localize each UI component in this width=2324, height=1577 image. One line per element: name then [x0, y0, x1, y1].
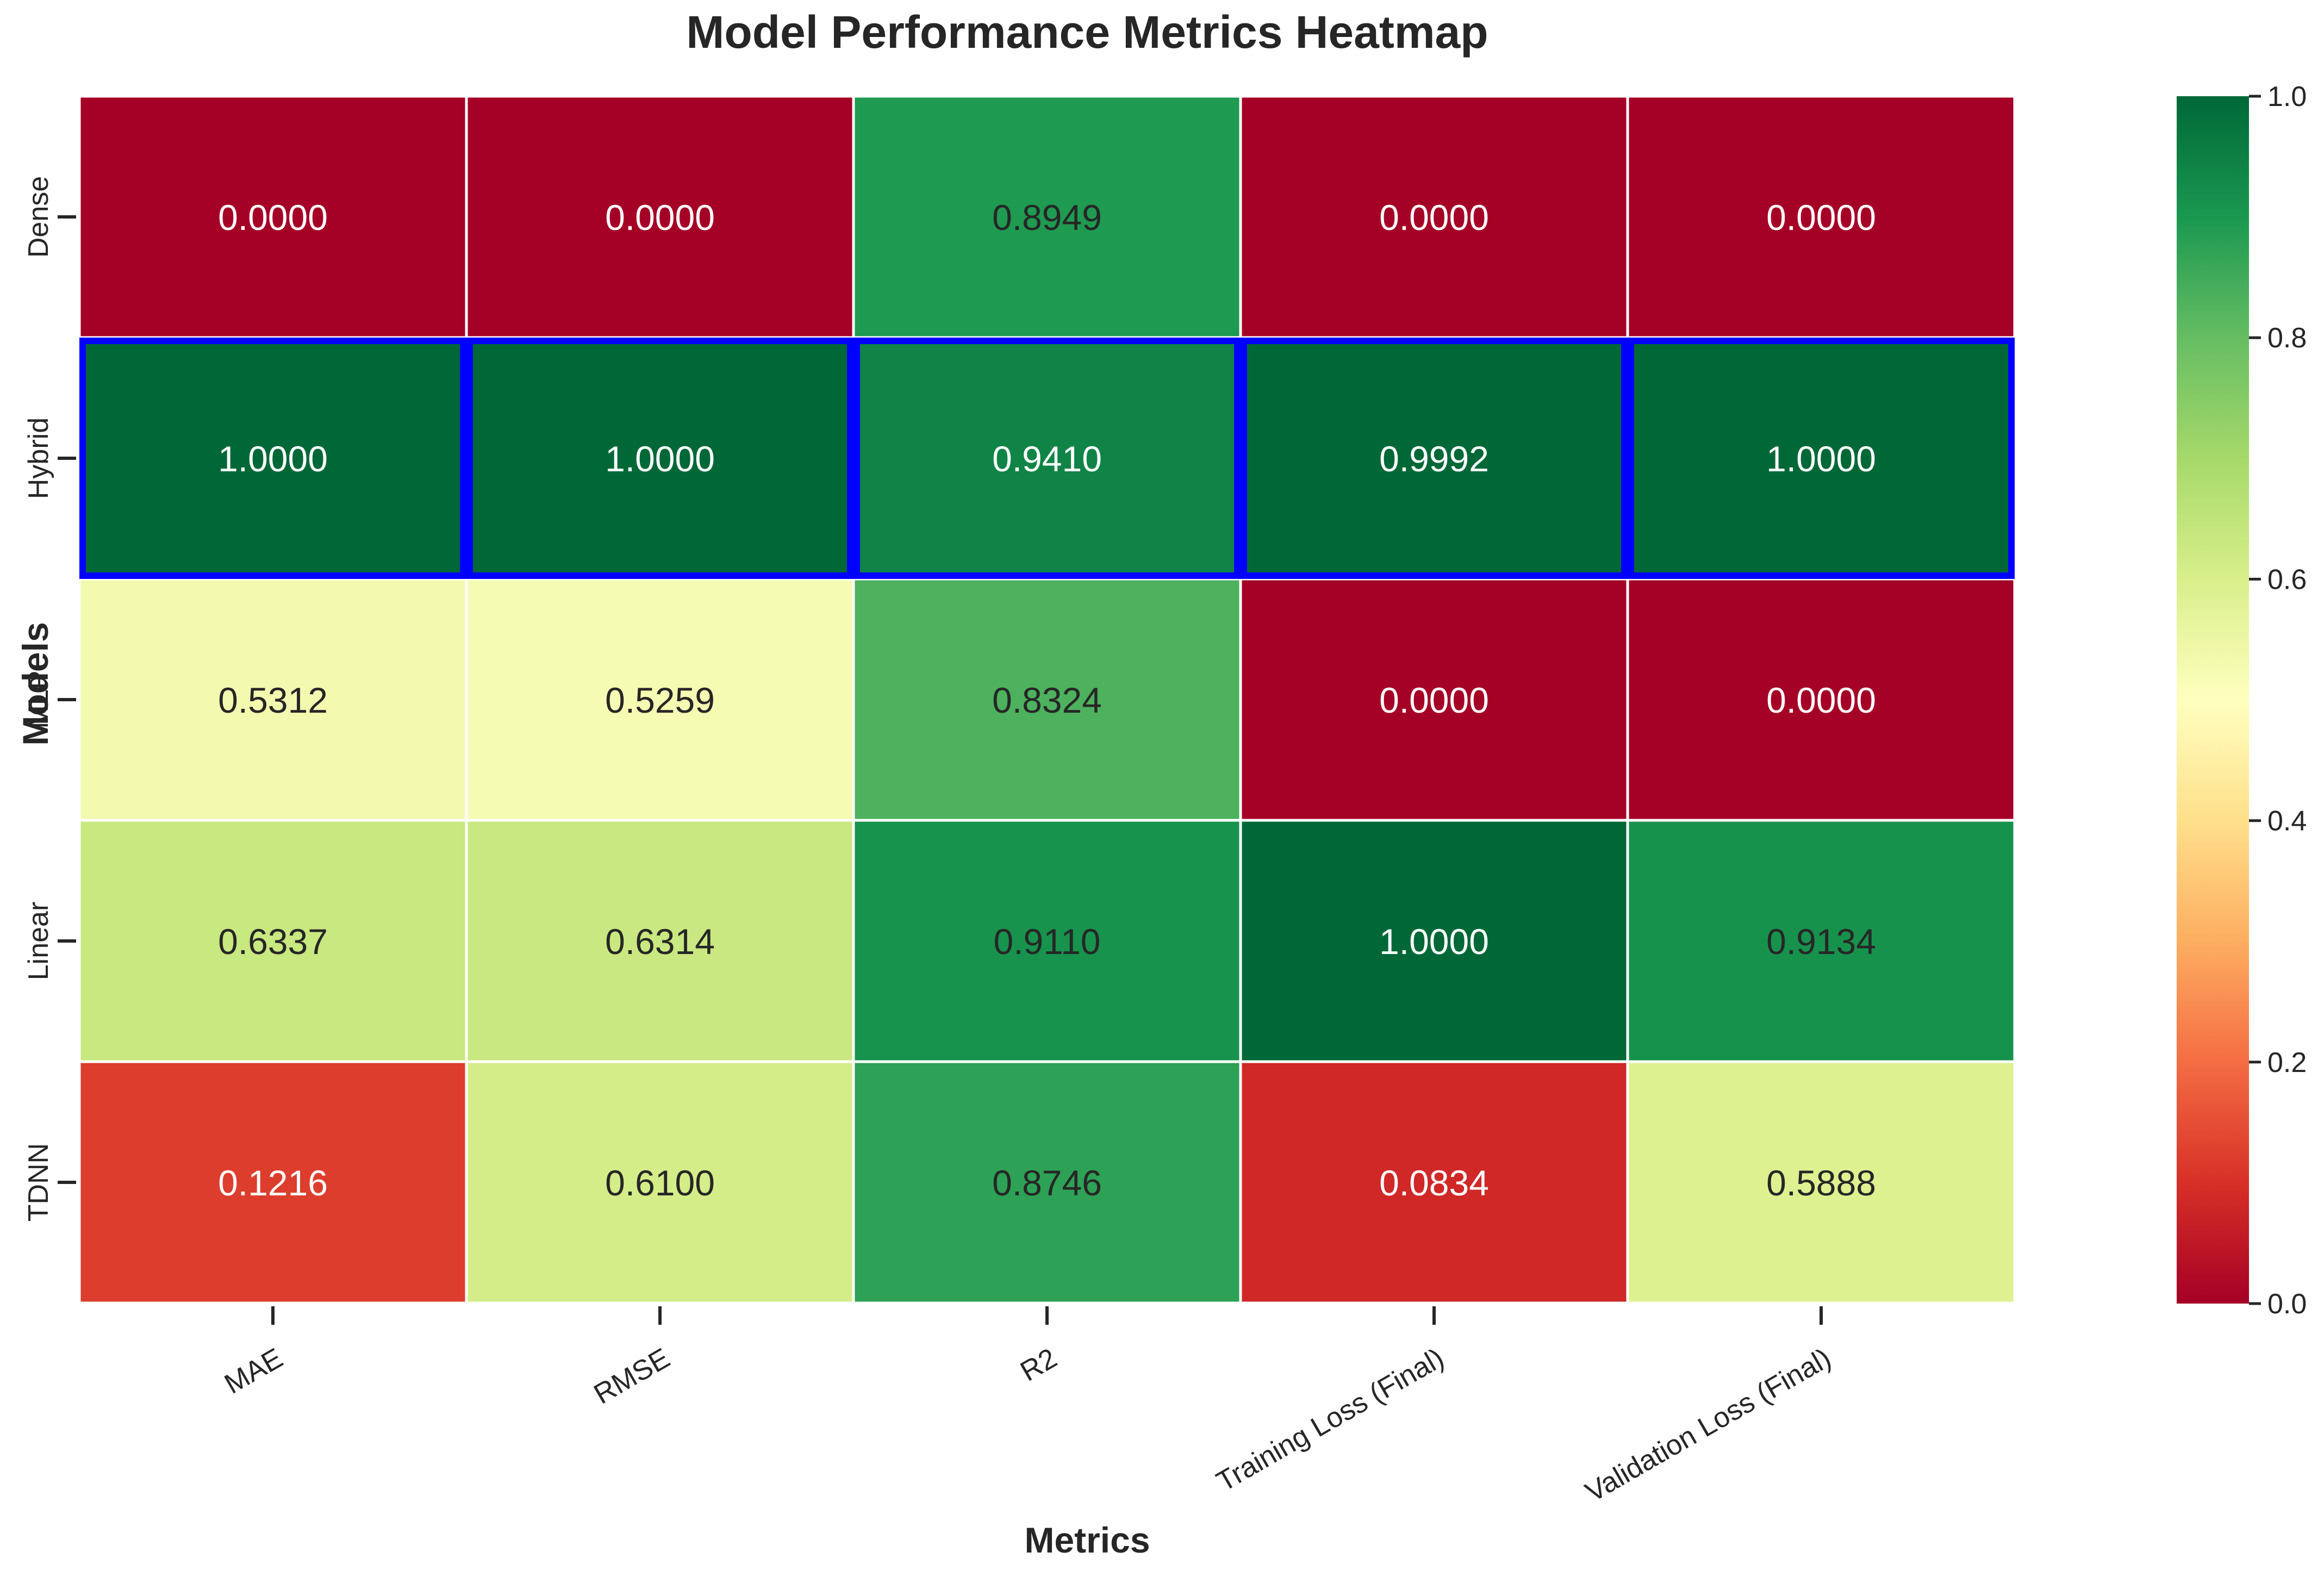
heatmap-cell [78, 819, 468, 1063]
x-axis-label: Metrics [1024, 1520, 1150, 1560]
cell-value-label: 0.5259 [605, 680, 715, 720]
heatmap-cells [78, 95, 2016, 1305]
x-tick-label: MAE [219, 1342, 288, 1400]
cell-value-label: 1.0000 [1379, 921, 1489, 962]
colorbar-tick-label: 0.0 [2267, 1288, 2307, 1320]
highlight-row-outline [79, 338, 2015, 579]
y-axis-label: Models [15, 622, 55, 745]
y-axis-ticks: Dense Hybrid MLP Linear TDNN [23, 176, 76, 1221]
cell-value-label: 0.1216 [218, 1163, 328, 1203]
chart-title: Model Performance Metrics Heatmap [686, 7, 1488, 58]
colorbar-tick-label: 0.4 [2267, 806, 2307, 837]
x-tick-label: RMSE [589, 1342, 675, 1410]
cell-value-label: 0.8324 [992, 680, 1102, 720]
cell-value-label: 0.0834 [1379, 1163, 1489, 1203]
heatmap-cell [465, 577, 855, 822]
cell-value-label: 0.0000 [1766, 680, 1876, 720]
highlight-cell-outline [853, 338, 1241, 579]
cell-value-label: 0.0000 [1379, 197, 1489, 238]
heatmap-cell [852, 577, 1242, 822]
highlight-cell-outline [79, 338, 466, 579]
colorbar-tick-label: 0.6 [2267, 564, 2307, 595]
cell-value-label: 0.6314 [605, 921, 715, 962]
cell-value-label: 0.6337 [218, 921, 328, 962]
cell-value-labels: 0.0000 0.0000 0.8949 0.0000 0.0000 1.0000 1.00… [218, 197, 1876, 1203]
cell-value-label: 0.0000 [1766, 197, 1876, 238]
cell-value-label: 0.9110 [994, 921, 1101, 962]
x-axis-ticks: MAE RMSE R2 Training Loss (Final) Validation… [219, 1306, 1836, 1509]
y-tick-label: Hybrid [23, 417, 54, 499]
heatmap-cell [1626, 1060, 2016, 1305]
cell-value-label: 0.0000 [605, 197, 715, 238]
x-tick-label: Training Loss (Final) [1211, 1342, 1449, 1498]
cell-value-label: 0.9992 [1379, 439, 1489, 479]
y-tick-label: Dense [23, 176, 54, 258]
heatmap-cell [852, 819, 1242, 1063]
cell-value-label: 1.0000 [1766, 439, 1876, 479]
heatmap-cell [465, 95, 855, 339]
heatmap-cell [78, 336, 468, 581]
heatmap-cell [852, 336, 1242, 581]
heatmap-cell [1626, 336, 2016, 581]
y-tick-label: Linear [23, 902, 54, 981]
heatmap-cell [78, 1060, 468, 1305]
heatmap-cell [1239, 819, 1629, 1063]
cell-value-label: 0.8949 [992, 197, 1102, 238]
cell-value-label: 0.5312 [218, 680, 328, 720]
cell-value-label: 0.0000 [1379, 680, 1489, 720]
cell-value-label: 0.8746 [992, 1163, 1102, 1203]
highlight-cell-outline [466, 338, 853, 579]
y-tick-label: MLP [23, 671, 54, 729]
x-tick-label: R2 [1015, 1342, 1062, 1387]
cell-value-label: 1.0000 [218, 439, 328, 479]
y-tick-label: TDNN [23, 1143, 54, 1221]
heatmap-cell [1626, 577, 2016, 822]
heatmap-cell [78, 95, 468, 339]
heatmap-cell [1626, 95, 2016, 339]
colorbar-tick-label: 0.8 [2267, 322, 2307, 354]
heatmap-cell [465, 819, 855, 1063]
cell-value-label: 0.9134 [1766, 921, 1876, 962]
heatmap-cell [1239, 95, 1629, 339]
colorbar: 0.0 0.2 0.4 0.6 0.8 1.0 [2177, 81, 2307, 1320]
heatmap-cell [852, 95, 1242, 339]
highlight-cell-outline [1628, 338, 2015, 579]
highlight-cell-outline [1241, 338, 1628, 579]
colorbar-tick-label: 0.2 [2267, 1047, 2307, 1079]
cell-value-label: 0.6100 [605, 1163, 715, 1203]
cell-value-label: 0.9410 [992, 439, 1102, 479]
colorbar-gradient [2177, 96, 2249, 1304]
heatmap-cell [1626, 819, 2016, 1063]
heatmap-cell [852, 1060, 1242, 1305]
x-tick-label: Validation Loss (Final) [1580, 1342, 1836, 1509]
cell-value-label: 1.0000 [605, 439, 715, 479]
colorbar-tick-label: 1.0 [2267, 81, 2307, 113]
cell-value-label: 0.5888 [1766, 1163, 1876, 1203]
cell-value-label: 0.0000 [218, 197, 328, 238]
heatmap-cell [465, 1060, 855, 1305]
